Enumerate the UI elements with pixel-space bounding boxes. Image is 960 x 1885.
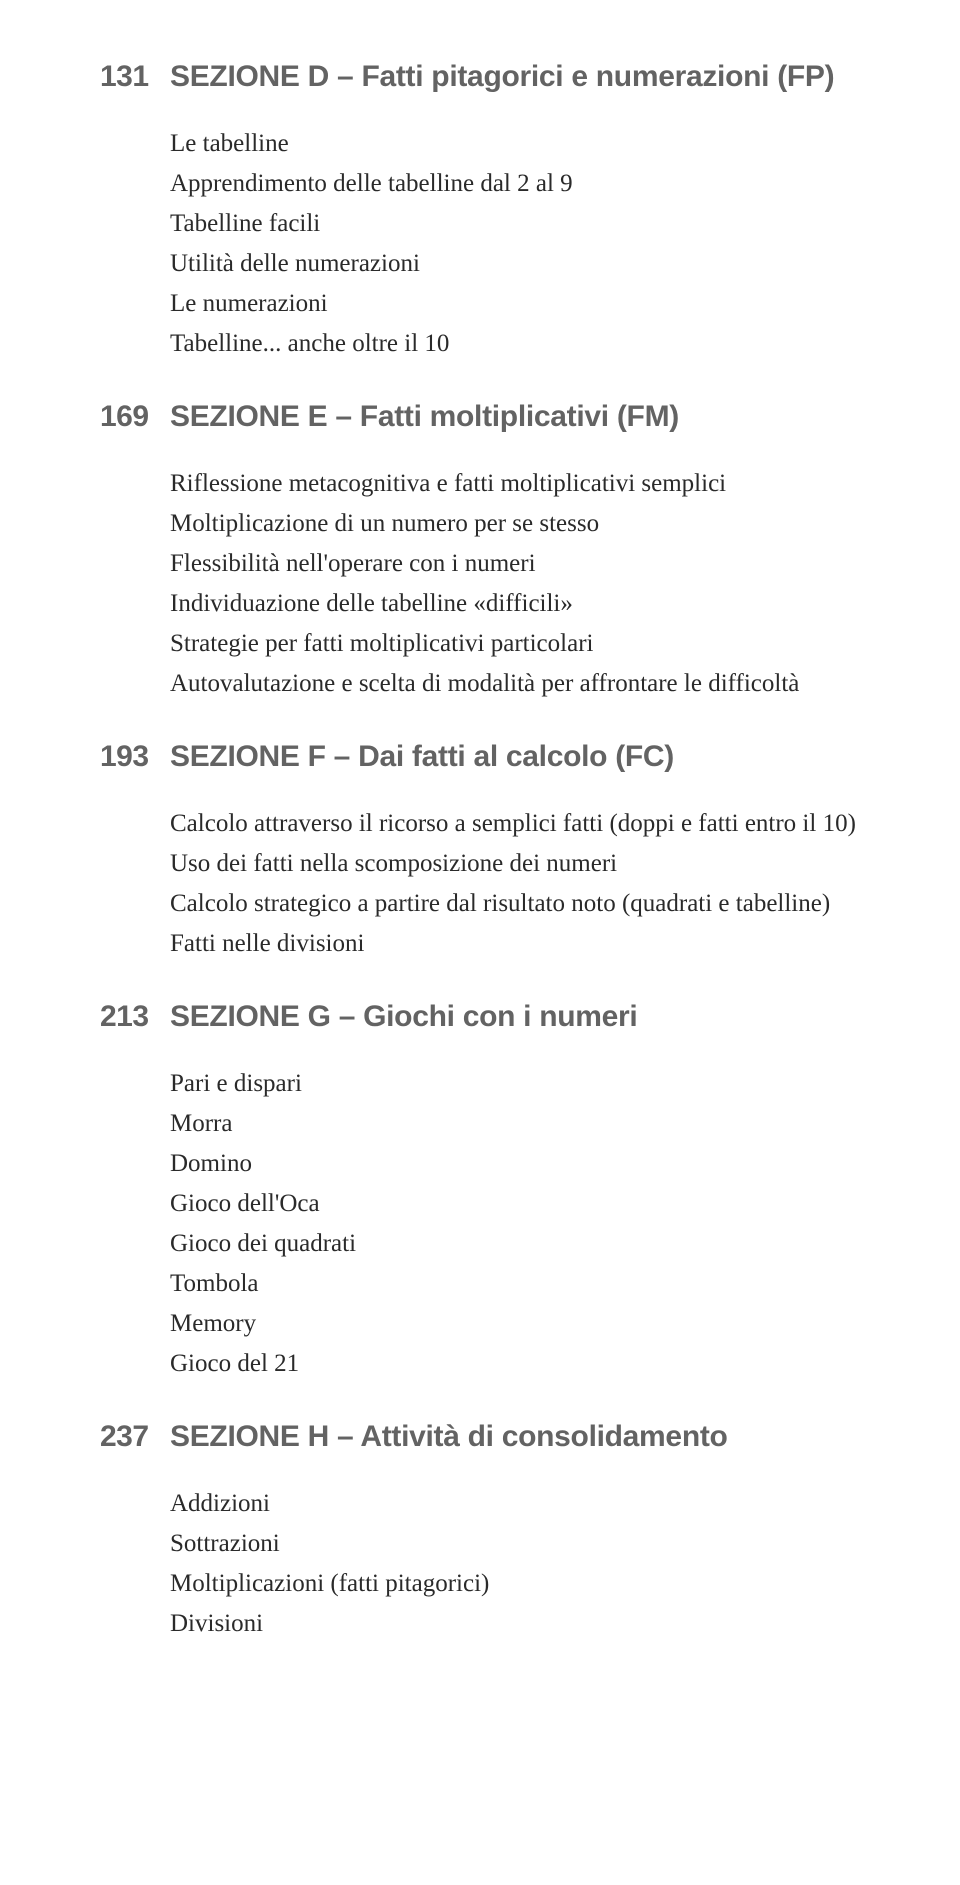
toc-item: Memory xyxy=(170,1304,904,1344)
toc-item: Autovalutazione e scelta di modalità per… xyxy=(170,664,904,704)
table-of-contents: 131SEZIONE D – Fatti pitagorici e numera… xyxy=(100,60,904,1644)
section-items: Pari e dispariMorraDominoGioco dell'OcaG… xyxy=(170,1064,904,1384)
section-header: 131SEZIONE D – Fatti pitagorici e numera… xyxy=(100,60,904,94)
toc-item: Riflessione metacognitiva e fatti moltip… xyxy=(170,464,904,504)
toc-item: Le tabelline xyxy=(170,124,904,164)
section-page-number: 131 xyxy=(100,60,170,94)
section-page-number: 169 xyxy=(100,400,170,434)
section-header: 213SEZIONE G – Giochi con i numeri xyxy=(100,1000,904,1034)
toc-item: Tabelline facili xyxy=(170,204,904,244)
toc-section: 237SEZIONE H – Attività di consolidament… xyxy=(100,1420,904,1644)
section-page-number: 237 xyxy=(100,1420,170,1454)
toc-item: Morra xyxy=(170,1104,904,1144)
toc-item: Calcolo strategico a partire dal risulta… xyxy=(170,884,904,924)
section-header: 169SEZIONE E – Fatti moltiplicativi (FM) xyxy=(100,400,904,434)
toc-section: 193SEZIONE F – Dai fatti al calcolo (FC)… xyxy=(100,740,904,964)
toc-item: Gioco dell'Oca xyxy=(170,1184,904,1224)
toc-section: 213SEZIONE G – Giochi con i numeri Pari e… xyxy=(100,1000,904,1384)
toc-item: Gioco del 21 xyxy=(170,1344,904,1384)
section-page-number: 213 xyxy=(100,1000,170,1034)
toc-item: Utilità delle numerazioni xyxy=(170,244,904,284)
section-items: Riflessione metacognitiva e fatti moltip… xyxy=(170,464,904,704)
section-page-number: 193 xyxy=(100,740,170,774)
toc-item: Individuazione delle tabelline «difficil… xyxy=(170,584,904,624)
toc-item: Pari e dispari xyxy=(170,1064,904,1104)
toc-item: Tabelline... anche oltre il 10 xyxy=(170,324,904,364)
toc-item: Apprendimento delle tabelline dal 2 al 9 xyxy=(170,164,904,204)
toc-item: Moltiplicazione di un numero per se stes… xyxy=(170,504,904,544)
toc-item: Calcolo attraverso il ricorso a semplici… xyxy=(170,804,904,844)
section-title: SEZIONE F – Dai fatti al calcolo (FC) xyxy=(170,740,674,774)
toc-item: Le numerazioni xyxy=(170,284,904,324)
toc-item: Uso dei fatti nella scomposizione dei nu… xyxy=(170,844,904,884)
section-title: SEZIONE H – Attività di consolidamento xyxy=(170,1420,728,1454)
toc-section: 169SEZIONE E – Fatti moltiplicativi (FM)… xyxy=(100,400,904,704)
toc-item: Domino xyxy=(170,1144,904,1184)
toc-section: 131SEZIONE D – Fatti pitagorici e numera… xyxy=(100,60,904,364)
toc-item: Sottrazioni xyxy=(170,1524,904,1564)
section-title: SEZIONE D – Fatti pitagorici e numerazio… xyxy=(170,60,834,94)
toc-item: Fatti nelle divisioni xyxy=(170,924,904,964)
section-items: Le tabellineApprendimento delle tabellin… xyxy=(170,124,904,364)
toc-item: Addizioni xyxy=(170,1484,904,1524)
toc-item: Moltiplicazioni (fatti pitagorici) xyxy=(170,1564,904,1604)
toc-item: Strategie per fatti moltiplicativi parti… xyxy=(170,624,904,664)
toc-item: Tombola xyxy=(170,1264,904,1304)
section-header: 193SEZIONE F – Dai fatti al calcolo (FC) xyxy=(100,740,904,774)
toc-item: Gioco dei quadrati xyxy=(170,1224,904,1264)
section-title: SEZIONE E – Fatti moltiplicativi (FM) xyxy=(170,400,679,434)
toc-item: Flessibilità nell'operare con i numeri xyxy=(170,544,904,584)
toc-item: Divisioni xyxy=(170,1604,904,1644)
section-items: AddizioniSottrazioniMoltiplicazioni (fat… xyxy=(170,1484,904,1644)
section-title: SEZIONE G – Giochi con i numeri xyxy=(170,1000,637,1034)
section-header: 237SEZIONE H – Attività di consolidament… xyxy=(100,1420,904,1454)
section-items: Calcolo attraverso il ricorso a semplici… xyxy=(170,804,904,964)
